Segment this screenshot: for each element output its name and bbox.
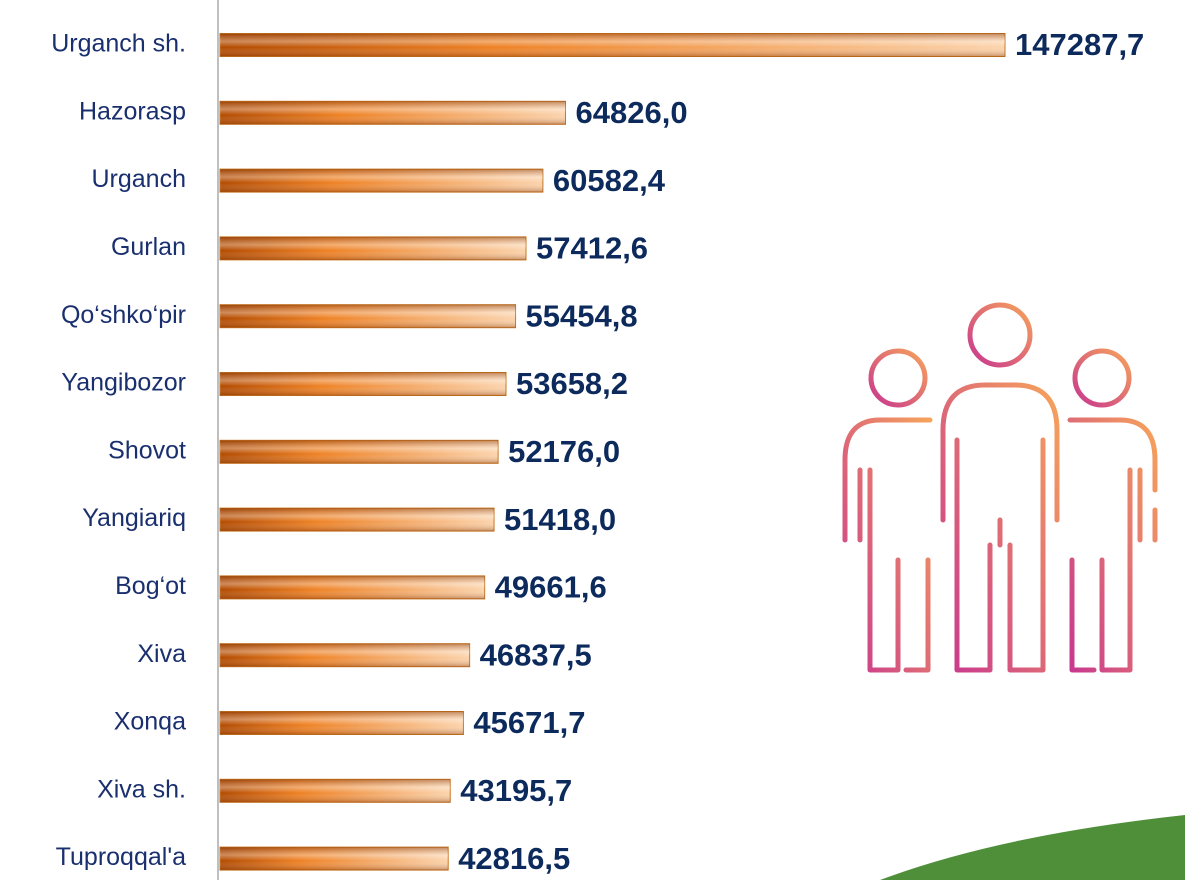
value-label: 51418,0	[504, 502, 616, 537]
bar-shine	[220, 101, 566, 125]
bar-shine	[220, 711, 464, 735]
category-label: Xiva	[137, 640, 186, 668]
people-icon	[842, 302, 1158, 673]
value-label: 60582,4	[553, 163, 666, 198]
category-label: Xonqa	[114, 708, 186, 736]
bar-shine	[220, 440, 499, 464]
category-label: Shovot	[108, 436, 186, 464]
value-label: 57412,6	[536, 231, 648, 266]
category-label: Urganch sh.	[51, 30, 186, 58]
value-label: 45671,7	[473, 705, 585, 740]
bar-shine	[220, 779, 451, 803]
category-label: Urganch	[92, 165, 187, 193]
category-label: Gurlan	[111, 233, 186, 261]
category-label: Xiva sh.	[97, 775, 186, 803]
category-label: Yangiariq	[82, 504, 186, 532]
value-label: 46837,5	[480, 637, 592, 672]
category-label: Bog‘ot	[115, 572, 186, 600]
bar-shine	[220, 508, 495, 532]
value-label: 49661,6	[495, 570, 607, 605]
bar-shine	[220, 372, 506, 396]
bar-shine	[220, 33, 1005, 57]
decor-wave	[880, 815, 1185, 880]
value-label: 43195,7	[460, 773, 572, 808]
value-label: 147287,7	[1015, 27, 1144, 62]
bar-shine	[220, 847, 449, 871]
category-label: Hazorasp	[79, 97, 186, 125]
bar-shine	[220, 236, 526, 260]
category-label: Yangibozor	[61, 369, 186, 397]
value-label: 42816,5	[458, 841, 570, 876]
bar-shine	[220, 169, 543, 193]
value-label: 64826,0	[576, 95, 688, 130]
bar-shine	[220, 643, 470, 667]
value-label: 53658,2	[516, 366, 628, 401]
category-label: Qo‘shko‘pir	[61, 301, 186, 329]
category-label: Tuproqqal'a	[56, 843, 186, 871]
value-label: 52176,0	[508, 434, 620, 469]
bar-shine	[220, 304, 516, 328]
bar-shine	[220, 575, 485, 599]
value-label: 55454,8	[526, 298, 638, 333]
